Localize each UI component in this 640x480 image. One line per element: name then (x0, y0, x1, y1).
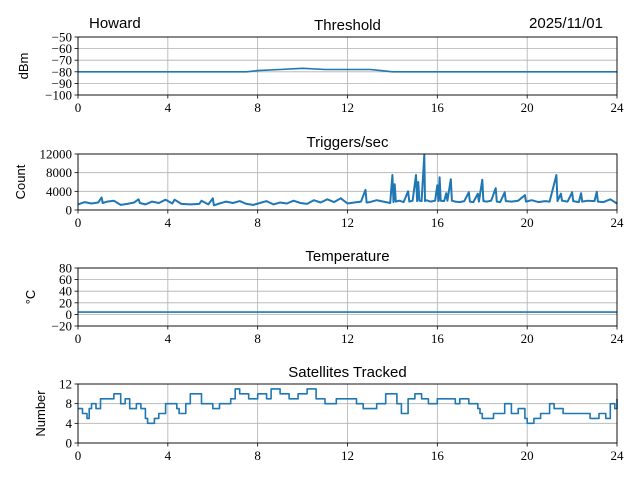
x-tick-label: 24 (611, 215, 625, 230)
y-tick-label: 8000 (46, 165, 72, 180)
x-tick-label: 16 (431, 331, 445, 346)
date-label: 2025/11/01 (529, 15, 603, 32)
x-tick-label: 0 (75, 448, 82, 463)
x-tick-label: 20 (521, 448, 534, 463)
y-axis-label: °C (23, 290, 38, 305)
series-line-threshold (78, 67, 617, 73)
x-tick-label: 12 (341, 215, 354, 230)
x-tick-label: 16 (431, 448, 445, 463)
y-tick-label: 4000 (46, 184, 72, 199)
x-tick-label: 0 (75, 100, 82, 115)
y-tick-label: 0 (66, 436, 73, 451)
y-tick-label: 12 (59, 377, 72, 392)
x-tick-label: 12 (341, 100, 354, 115)
x-tick-label: 12 (341, 448, 354, 463)
x-tick-label: 20 (521, 215, 534, 230)
y-tick-label: −80 (52, 64, 72, 79)
axes-frame (77, 383, 618, 444)
x-tick-label: 24 (611, 331, 625, 346)
x-tick-label: 8 (254, 331, 261, 346)
x-tick-label: 0 (75, 331, 82, 346)
x-tick-label: 4 (165, 215, 172, 230)
y-tick-label: −60 (52, 41, 72, 56)
x-tick-label: 12 (341, 331, 354, 346)
y-tick-label: 0 (66, 203, 73, 218)
x-tick-label: 8 (254, 100, 261, 115)
x-tick-label: 8 (254, 448, 261, 463)
x-tick-label: 24 (611, 448, 625, 463)
y-tick-label: −20 (52, 319, 72, 334)
panel-title: Temperature (305, 248, 389, 265)
y-tick-label: 40 (59, 284, 72, 299)
y-tick-label: 0 (66, 307, 73, 322)
y-tick-label: 12000 (40, 147, 73, 162)
axes-frame (77, 36, 618, 96)
y-tick-label: −100 (45, 88, 72, 103)
y-axis-label: Count (13, 164, 28, 199)
x-tick-label: 4 (165, 448, 172, 463)
x-tick-label: 20 (521, 100, 534, 115)
x-tick-label: 16 (431, 215, 445, 230)
x-tick-label: 16 (431, 100, 445, 115)
x-tick-label: 0 (75, 215, 82, 230)
panel-2: Triggers/sec Count 0 4 8 12 16 20 24 0 4000 8000 120… (13, 134, 624, 230)
panel-1: Threshold dBm 0 4 8 12 16 20 24 −50−60−70−80−90−1… (16, 17, 624, 115)
y-tick-label: 60 (59, 272, 72, 287)
x-tick-label: 4 (165, 331, 172, 346)
panel-title: Triggers/sec (307, 134, 389, 151)
x-tick-label: 4 (165, 100, 172, 115)
y-axis-label: Number (33, 390, 48, 437)
panel-title: Threshold (314, 17, 381, 34)
y-tick-label: 8 (66, 396, 73, 411)
series-line-satellites-tracked (78, 388, 618, 425)
station-label: Howard (89, 15, 141, 32)
axes-frame (77, 267, 618, 327)
y-tick-label: 4 (66, 416, 73, 431)
panel-4: Satellites Tracked Number 0 4 8 12 16 20 24 0 4 8 12 (33, 364, 624, 463)
y-axis-label: dBm (16, 53, 31, 80)
y-tick-label: −70 (52, 53, 72, 68)
y-tick-label: −90 (52, 76, 72, 91)
panel-title: Satellites Tracked (288, 364, 406, 381)
axes-frame (77, 153, 618, 211)
y-tick-label: 20 (59, 295, 72, 310)
x-tick-label: 24 (611, 100, 625, 115)
x-tick-label: 20 (521, 331, 534, 346)
y-tick-label: 80 (59, 261, 72, 276)
series-line-triggers-sec (77, 153, 618, 207)
x-tick-label: 8 (254, 215, 261, 230)
y-tick-label: −50 (52, 30, 72, 45)
